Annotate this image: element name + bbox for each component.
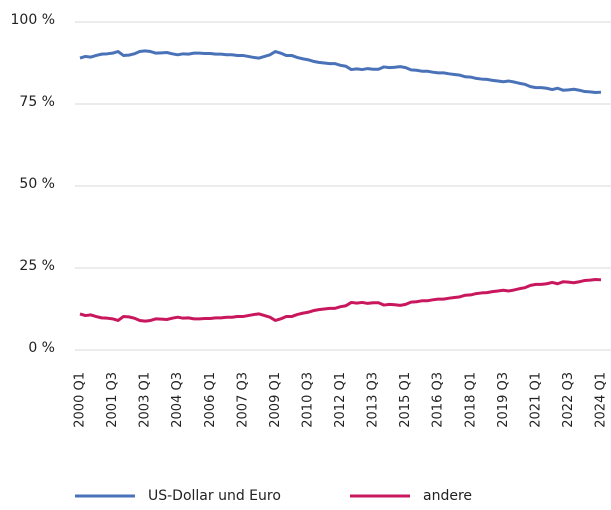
x-tick-label: 2006 Q1	[203, 372, 218, 428]
legend-label: andere	[423, 488, 472, 504]
x-tick-label: 2018 Q1	[463, 372, 478, 428]
x-tick-label: 2021 Q1	[528, 372, 543, 428]
x-tick-label: 2019 Q3	[496, 372, 511, 428]
x-tick-label: 2016 Q3	[431, 372, 446, 428]
x-tick-label: 2001 Q3	[105, 372, 120, 428]
x-tick-label: 2012 Q1	[333, 372, 348, 428]
y-tick-label: 25 %	[19, 258, 55, 274]
y-tick-label: 75 %	[19, 94, 55, 110]
y-tick-label: 100 %	[11, 12, 55, 28]
x-tick-label: 2000 Q1	[73, 372, 88, 428]
x-tick-label: 2003 Q1	[138, 372, 153, 428]
x-tick-label: 2007 Q3	[235, 372, 250, 428]
y-tick-label: 50 %	[19, 176, 55, 192]
x-tick-label: 2010 Q3	[300, 372, 315, 428]
x-tick-label: 2004 Q3	[170, 372, 185, 428]
x-tick-label: 2022 Q3	[561, 372, 576, 428]
x-tick-label: 2015 Q1	[398, 372, 413, 428]
series-line	[79, 49, 602, 95]
x-tick-label: 2024 Q1	[594, 372, 609, 428]
x-tick-label: 2013 Q3	[366, 372, 381, 428]
legend-label: US-Dollar und Euro	[148, 488, 281, 504]
y-tick-label: 0 %	[28, 340, 55, 356]
series-line	[79, 277, 602, 323]
x-tick-label: 2009 Q1	[268, 372, 283, 428]
